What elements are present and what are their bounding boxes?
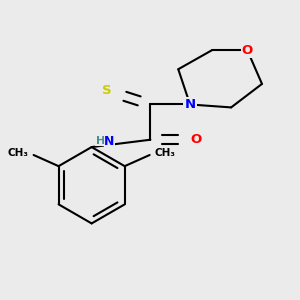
Text: CH₃: CH₃ — [155, 148, 176, 158]
Text: H: H — [95, 136, 105, 146]
Text: S: S — [102, 85, 111, 98]
Text: O: O — [191, 133, 202, 146]
Text: N: N — [104, 134, 115, 148]
Text: CH₃: CH₃ — [7, 148, 28, 158]
Text: O: O — [242, 44, 253, 57]
Text: N: N — [184, 98, 196, 111]
